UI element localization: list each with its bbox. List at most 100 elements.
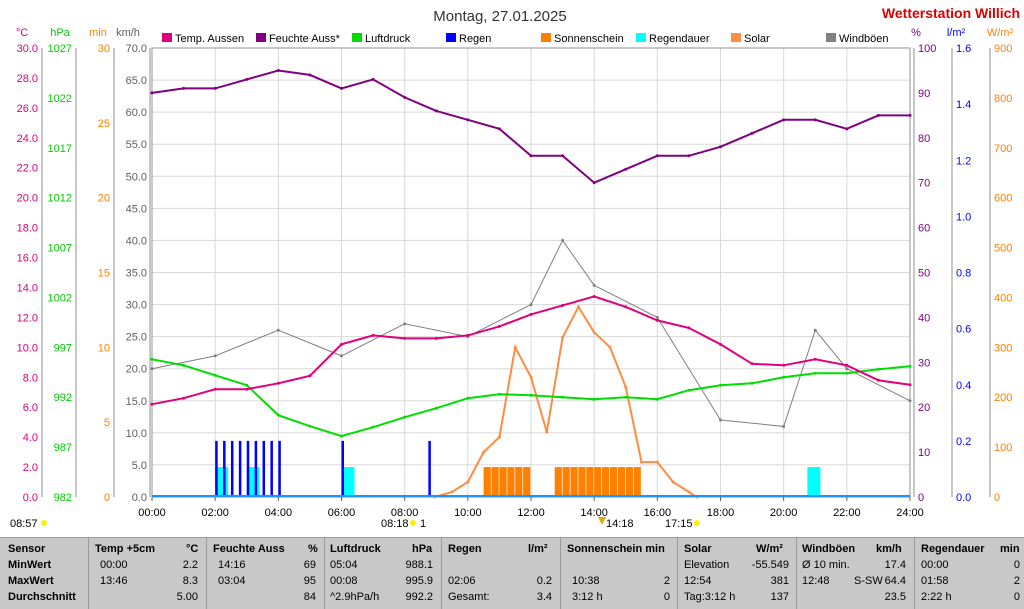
temp-aussen-point	[497, 324, 501, 328]
solar-point	[545, 430, 549, 434]
sonnenschein-bar	[602, 467, 610, 497]
time-label: 06:00	[328, 507, 356, 519]
feuchte-auss-point	[276, 68, 280, 72]
header-dur-unit: min	[1000, 543, 1020, 555]
solar-tick-label: 600	[994, 193, 1012, 205]
summary-cell-temp-v: 2.2	[182, 559, 198, 571]
time-label: 02:00	[201, 507, 229, 519]
temp-tick-label: 2.0	[23, 462, 38, 474]
luftdruck-point	[655, 397, 659, 401]
wind-tick-label: 30.0	[126, 300, 147, 312]
noon-icon	[598, 517, 606, 525]
sonnenschein-bar	[491, 467, 499, 497]
luftdruck-point	[750, 381, 754, 385]
wind-tick-label: 70.0	[126, 43, 147, 55]
min-tick-label: 25	[98, 118, 110, 130]
legend-label: Windböen	[839, 33, 889, 45]
legend-label: Regendauer	[649, 33, 710, 45]
press-tick-label: 1002	[48, 292, 72, 304]
solar-point	[450, 490, 454, 494]
header-hum: Feuchte Auss	[213, 543, 285, 555]
summary-cell-temp-t: 13:46	[100, 575, 128, 587]
luftdruck-point	[466, 396, 470, 400]
wind-tick-label: 65.0	[126, 75, 147, 87]
windb-en-point	[213, 354, 217, 358]
solar-point	[466, 480, 470, 484]
sonnenschein-bar	[625, 467, 633, 497]
press-tick-label: 1012	[48, 193, 72, 205]
min-tick-label: 5	[104, 417, 110, 429]
luftdruck-point	[245, 383, 249, 387]
summary-cell-rain-v: 0.2	[536, 575, 552, 587]
feuchte-auss-point	[497, 127, 501, 131]
sonnenschein-bar	[515, 467, 523, 497]
legend-label: Temp. Aussen	[175, 33, 244, 45]
header-temp-unit: °C	[186, 543, 199, 555]
windb-en-point	[340, 354, 343, 358]
wind-tick-label: 55.0	[126, 139, 147, 151]
summary-cell-press-t: 00:08	[330, 575, 358, 587]
summary-cell-solar-t: Elevation	[684, 559, 730, 571]
temp-aussen-point	[750, 362, 754, 366]
sonnenschein-bar	[554, 467, 562, 497]
solar-point	[687, 490, 691, 494]
legend-swatch	[826, 33, 836, 42]
column-divider	[914, 538, 915, 609]
header-wind: Windböen	[802, 543, 856, 555]
regen-bar	[428, 440, 431, 497]
press-tick-label: 982	[54, 492, 72, 504]
sonnenschein-bar	[617, 467, 626, 497]
luftdruck-point	[561, 395, 565, 399]
temp-tick-label: 4.0	[23, 432, 38, 444]
rain-tick-label: 0.2	[956, 436, 971, 448]
solar-line	[434, 304, 698, 498]
rain-tick-label: 1.4	[956, 99, 971, 111]
legend-label: Feuchte Auss*	[269, 33, 341, 45]
feuchte-auss-point	[719, 145, 722, 149]
solar-point	[576, 305, 580, 309]
solar-tick-label: 100	[994, 442, 1012, 454]
temp-aussen-point	[276, 381, 280, 385]
luftdruck-point	[876, 367, 880, 371]
axes: 30.0 28.0 26.0 24.0 22.0 20.0 18.0 16.0 14.0 12.0…	[17, 43, 1013, 504]
header-solar-unit: W/m²	[756, 543, 783, 555]
summary-row: MinWert 00:00 2.2 14:16 69 05:04 988.1 Elevatio…	[0, 559, 1024, 575]
summary-header-row: Sensor Temp +5cm °C Feuchte Auss % Luftd…	[0, 543, 1024, 559]
feuchte-auss-point	[561, 154, 565, 158]
feuchte-auss-point	[845, 127, 849, 131]
feuchte-auss-point	[782, 118, 786, 122]
press-axis-unit: hPa	[50, 27, 70, 39]
temp-aussen-point	[624, 305, 628, 309]
sonnenschein-bar	[507, 467, 515, 497]
header-wind-unit: km/h	[876, 543, 902, 555]
time-label: 08:00	[391, 507, 419, 519]
summary-cell-rain-t: Gesamt:	[448, 591, 490, 603]
wind-axis-unit: km/h	[116, 27, 140, 39]
time-label: 24:00	[896, 507, 924, 519]
regen-bar	[270, 440, 273, 497]
solar-tick-label: 400	[994, 292, 1012, 304]
time-label: 10:00	[454, 507, 482, 519]
hum-tick-label: 90	[918, 88, 930, 100]
temp-aussen-point	[340, 342, 343, 346]
min-tick-label: 30	[98, 43, 110, 55]
wind-tick-label: 5.0	[132, 460, 147, 472]
time-label: 04:00	[265, 507, 293, 519]
summary-row-label: MaxWert	[8, 575, 54, 587]
sunset-icon	[694, 520, 700, 526]
solar-tick-label: 200	[994, 392, 1012, 404]
legend-swatch	[352, 33, 362, 42]
wind-tick-label: 10.0	[126, 428, 147, 440]
feuchte-auss-point	[876, 113, 880, 117]
header-sun: Sonnenschein min	[567, 543, 665, 555]
summary-cell-rain-t: 02:06	[448, 575, 476, 587]
summary-cell-temp-v: 5.00	[176, 591, 198, 603]
sonnenschein-bar	[562, 467, 570, 497]
column-divider	[324, 538, 325, 609]
windb-en-point	[403, 322, 407, 326]
summary-cell-solar-t: 12:54	[684, 575, 712, 587]
summary-cell-dur-v: 0	[1013, 559, 1020, 571]
time-axis: 00:00 02:00 04:00 06:00 08:00 10:00 12:00 14:00…	[138, 497, 924, 519]
legend: Temp. Aussen Feuchte Auss* Luftdruck Regen S…	[162, 33, 889, 45]
legend-swatch	[446, 33, 456, 42]
